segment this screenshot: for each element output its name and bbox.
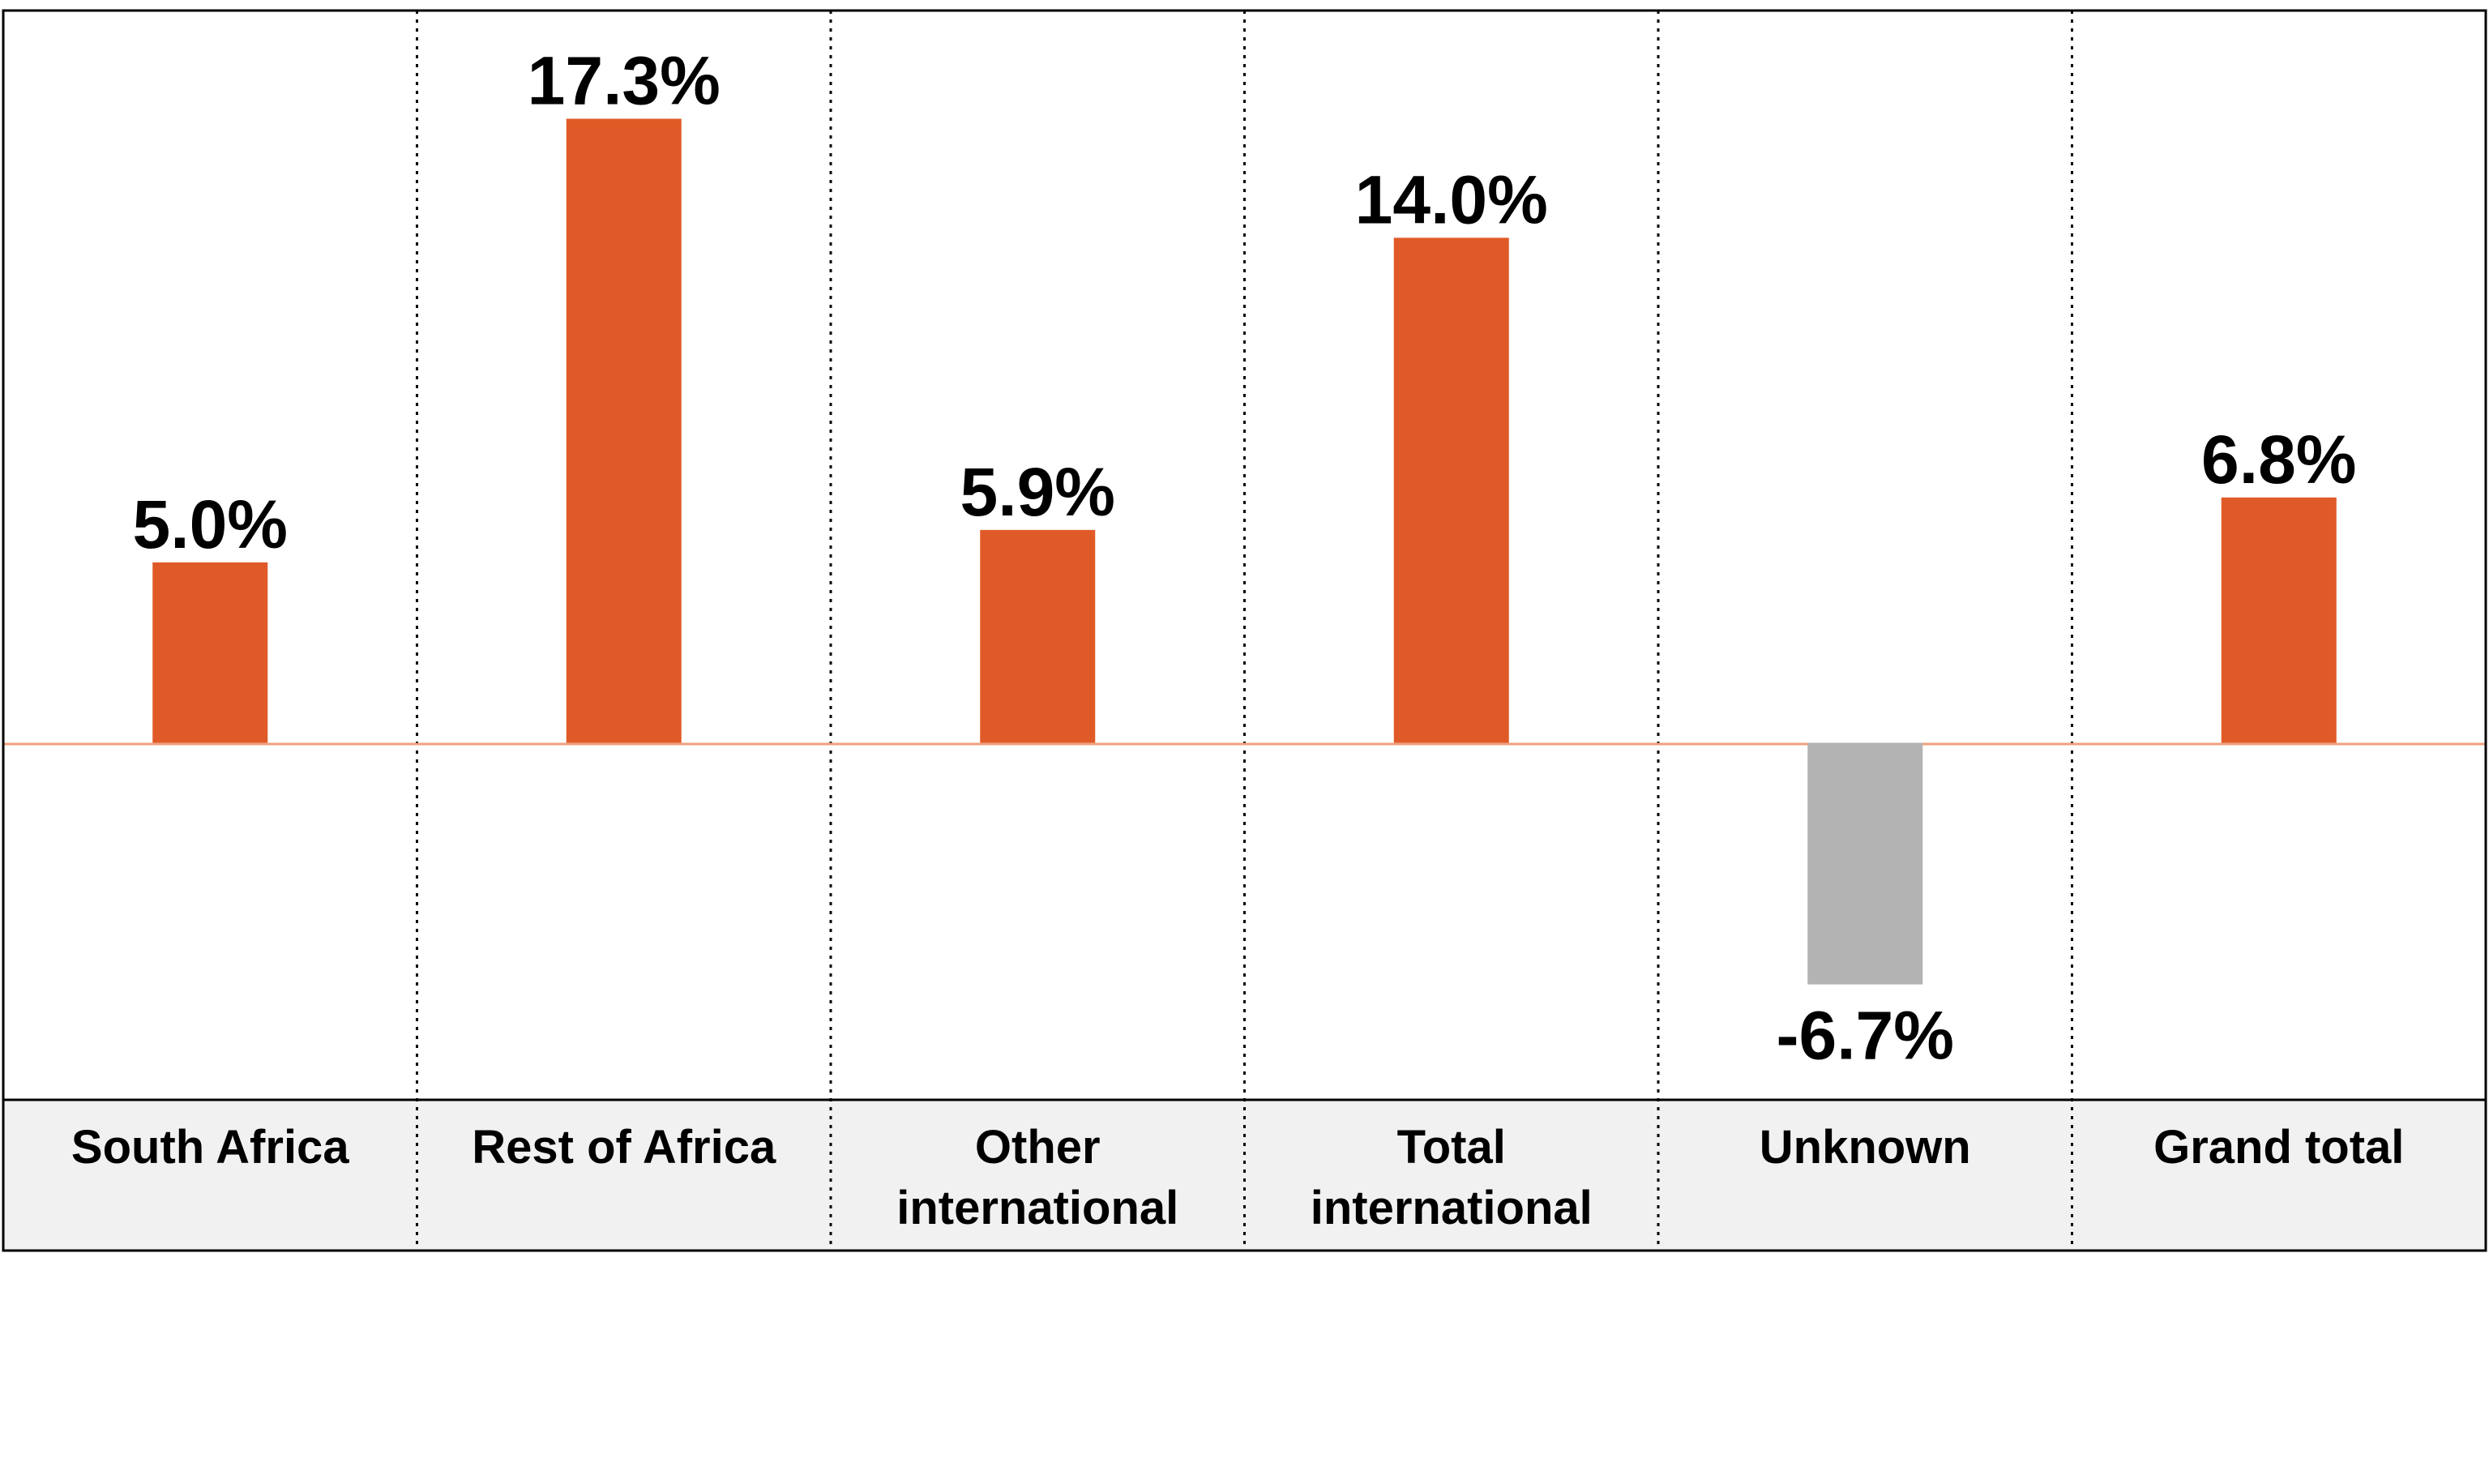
data-label: 14.0% [1355,161,1548,237]
bar [1393,237,1509,743]
category-label: Grand total [2153,1121,2404,1174]
value-labels: 5.0% 17.3% 5.9% 14.0% -6.7% 6.8% [133,43,2357,1074]
column-dividers [416,11,2073,1251]
bars [152,118,2337,985]
data-label: 5.9% [960,454,1115,530]
data-label: 6.8% [2201,421,2356,498]
category-band [3,1100,2486,1251]
bar [566,118,682,743]
category-label: international [1311,1182,1593,1234]
category-label: Other [975,1121,1101,1174]
category-label: Rest of Africa [472,1121,776,1174]
bar [1807,742,1923,985]
category-label: international [896,1182,1178,1234]
chart-frame [2,9,2487,1252]
category-label: Unknown [1760,1121,1971,1174]
category-labels: South Africa Rest of Africa Other internati… [71,1121,2405,1234]
bar [2221,497,2337,743]
category-label: Total [1397,1121,1506,1174]
data-label: 17.3% [528,43,721,119]
bar [152,562,268,743]
bar [980,529,1096,743]
category-label: South Africa [71,1121,349,1174]
data-label: -6.7% [1777,998,1954,1074]
data-label: 5.0% [133,486,288,562]
